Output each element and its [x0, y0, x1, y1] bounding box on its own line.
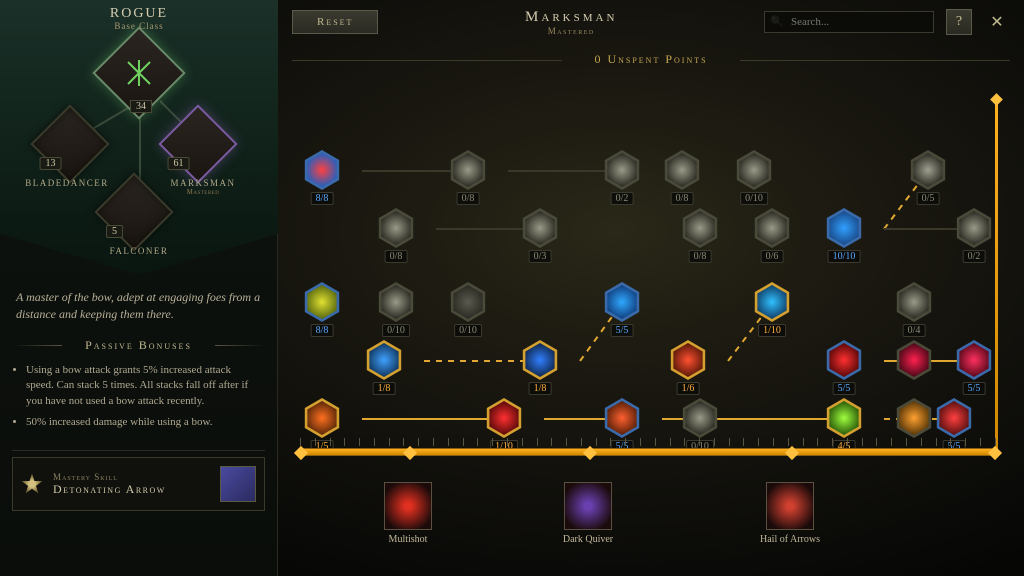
skill-points-badge: 1/6 — [677, 382, 700, 395]
skill-node[interactable]: 0/10 — [448, 282, 488, 322]
skill-connection — [362, 418, 504, 420]
skill-points-badge: 0/8 — [671, 192, 694, 205]
unlock-label: Dark Quiver — [548, 534, 628, 545]
skill-node[interactable]: 0/4 — [894, 282, 934, 322]
skill-points-badge: 10/10 — [828, 250, 861, 263]
skill-points-badge: 0/2 — [611, 192, 634, 205]
skill-points-badge: 5/5 — [611, 324, 634, 337]
skill-node[interactable]: 0/10 — [680, 398, 720, 438]
skill-node[interactable]: 1/5 — [302, 398, 342, 438]
search-input[interactable] — [764, 11, 934, 33]
close-button[interactable]: ✕ — [984, 9, 1010, 35]
unlock-icon — [766, 482, 814, 530]
skill-node[interactable]: 0/3 — [520, 208, 560, 248]
subclass-node-marksman[interactable]: 61 — [158, 104, 237, 183]
skill-node[interactable] — [894, 398, 934, 438]
passive-bonuses-header: Passive Bonuses — [0, 334, 277, 357]
skill-points-badge: 0/2 — [963, 250, 986, 263]
skill-node[interactable]: 0/2 — [602, 150, 642, 190]
skill-node[interactable]: 1/10 — [752, 282, 792, 322]
skill-node[interactable]: 1/8 — [364, 340, 404, 380]
skill-points-badge: 1/10 — [758, 324, 786, 337]
subclass-label: MARKSMANMastered — [158, 178, 248, 196]
skill-points-badge: 5/5 — [833, 382, 856, 395]
subclass-node-bladedancer[interactable]: 13 — [30, 104, 109, 183]
reset-button[interactable]: Reset — [292, 10, 378, 34]
skill-node[interactable]: 0/2 — [954, 208, 994, 248]
skill-node[interactable]: 0/8 — [448, 150, 488, 190]
skill-points-badge: 1/8 — [373, 382, 396, 395]
mastery-skill-name: Detonating Arrow — [53, 482, 210, 497]
skill-node[interactable]: 0/10 — [734, 150, 774, 190]
star-icon — [21, 473, 43, 495]
skill-node[interactable]: 0/6 — [752, 208, 792, 248]
subclass-label: BLADEDANCER — [22, 178, 112, 188]
skill-node[interactable]: 0/10 — [376, 282, 416, 322]
base-points-badge: 34 — [130, 100, 152, 113]
skill-node[interactable] — [894, 340, 934, 380]
skill-node[interactable]: 5/5 — [954, 340, 994, 380]
mastery-track-bar — [300, 448, 996, 456]
unlock-label: Hail of Arrows — [750, 534, 830, 545]
subclass-label: FALCONER — [94, 246, 184, 256]
skill-points-badge: 0/3 — [529, 250, 552, 263]
unlock-icon — [564, 482, 612, 530]
skill-points-badge: 0/10 — [740, 192, 768, 205]
skill-points-badge: 0/8 — [385, 250, 408, 263]
class-name: ROGUE — [0, 0, 278, 22]
skill-node[interactable]: 0/8 — [680, 208, 720, 248]
mastery-skill-box[interactable]: Mastery Skill Detonating Arrow — [12, 457, 265, 511]
skill-node[interactable]: 5/5 — [602, 282, 642, 322]
skill-node[interactable]: 10/10 — [824, 208, 864, 248]
skill-node[interactable]: 0/5 — [908, 150, 948, 190]
skill-points-badge: 1/8 — [529, 382, 552, 395]
sidebar: ROGUE Base Class 34 13BLADEDANCER61MARKS… — [0, 0, 278, 576]
passive-bonus-item: Using a bow attack grants 5% increased a… — [26, 363, 259, 409]
skill-node[interactable]: 5/5 — [934, 398, 974, 438]
skill-points-badge: 0/4 — [903, 324, 926, 337]
unlock-skill[interactable]: Hail of Arrows — [750, 482, 830, 545]
skill-node[interactable]: 4/5 — [824, 398, 864, 438]
unlock-icon — [384, 482, 432, 530]
mastery-track — [300, 448, 996, 460]
tree-title-sub: Mastered — [390, 26, 752, 36]
skill-points-badge: 8/8 — [311, 324, 334, 337]
passive-bonus-item: 50% increased damage while using a bow. — [26, 415, 259, 430]
skill-points-badge: 0/10 — [382, 324, 410, 337]
class-flavor-text: A master of the bow, adept at engaging f… — [0, 275, 277, 334]
tree-title: Marksman Mastered — [390, 9, 752, 36]
skill-points-badge: 0/8 — [457, 192, 480, 205]
skill-points-badge: 5/5 — [963, 382, 986, 395]
skill-node[interactable]: 1/10 — [484, 398, 524, 438]
skill-node[interactable]: 1/6 — [668, 340, 708, 380]
skill-points-badge: 8/8 — [311, 192, 334, 205]
passive-bonuses-list: Using a bow attack grants 5% increased a… — [0, 357, 277, 447]
skill-node[interactable]: 5/5 — [602, 398, 642, 438]
skill-points-badge: 0/10 — [454, 324, 482, 337]
skill-node[interactable]: 0/8 — [376, 208, 416, 248]
unlock-label: Multishot — [368, 534, 448, 545]
skill-node[interactable]: 1/8 — [520, 340, 560, 380]
skill-points-badge: 0/6 — [761, 250, 784, 263]
mastery-label: Mastery Skill — [53, 472, 210, 482]
tree-title-main: Marksman — [390, 9, 752, 26]
unspent-points-label: 0 Unspent Points — [278, 52, 1024, 67]
skill-node[interactable]: 5/5 — [824, 340, 864, 380]
skill-node[interactable]: 8/8 — [302, 150, 342, 190]
search-wrap — [764, 11, 934, 33]
topbar: Reset Marksman Mastered ? ✕ — [278, 0, 1024, 44]
skill-node[interactable]: 8/8 — [302, 282, 342, 322]
unlock-skill[interactable]: Multishot — [368, 482, 448, 545]
mastery-track-vertical — [995, 100, 998, 452]
unlock-skill[interactable]: Dark Quiver — [548, 482, 628, 545]
skill-node[interactable]: 0/8 — [662, 150, 702, 190]
class-banner: ROGUE Base Class 34 13BLADEDANCER61MARKS… — [0, 0, 278, 275]
mastery-skill-icon — [220, 466, 256, 502]
skill-points-badge: 0/5 — [917, 192, 940, 205]
skill-points-badge: 0/8 — [689, 250, 712, 263]
help-button[interactable]: ? — [946, 9, 972, 35]
